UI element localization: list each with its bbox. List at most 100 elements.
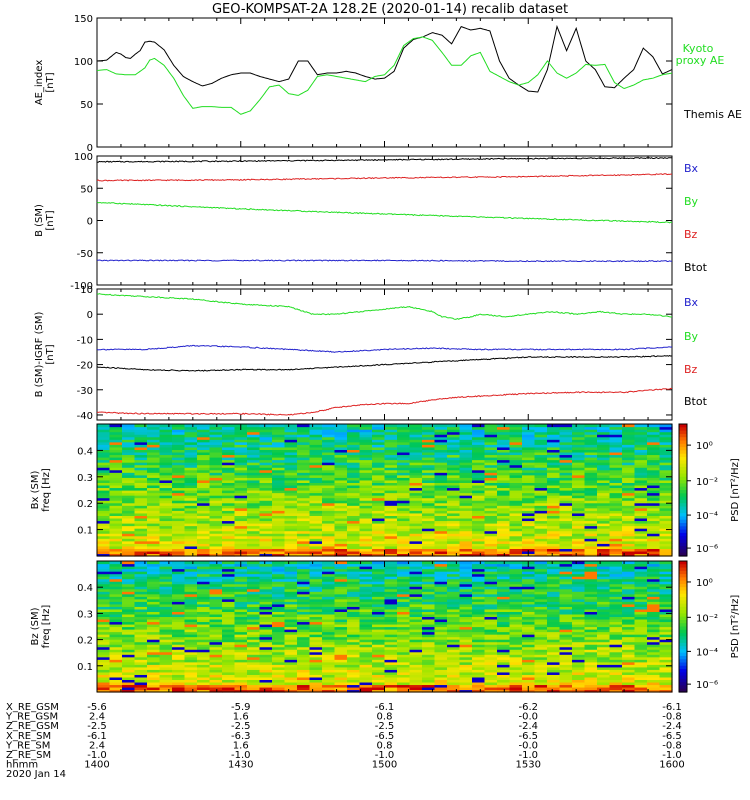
spectrogram-cell	[259, 641, 273, 645]
spectrogram-cell	[247, 581, 261, 585]
spectrogram-cell	[97, 664, 111, 668]
spectrogram-cell	[547, 669, 561, 673]
spectrogram-cell	[497, 631, 511, 635]
spectrogram-cell	[122, 601, 136, 605]
spectrogram-cell	[172, 426, 186, 430]
spectrogram-cell	[659, 495, 673, 499]
spectrogram-cell	[522, 666, 536, 670]
spectrogram-cell	[609, 588, 623, 592]
spectrogram-cell	[284, 586, 298, 590]
series-line-by	[96, 293, 673, 320]
spectrogram-cell	[222, 689, 236, 693]
spectrogram-cell	[547, 676, 561, 680]
spectrogram-cell	[484, 545, 498, 549]
spectrogram-cell	[634, 666, 648, 670]
spectrogram-cell	[147, 490, 161, 494]
spectrogram-cell	[547, 659, 561, 663]
spectrogram-cell	[534, 608, 548, 612]
spectrogram-cell	[584, 598, 598, 602]
spectrogram-cell	[597, 477, 611, 481]
spectrogram-cell	[359, 669, 373, 673]
spectrogram-cell	[147, 545, 161, 549]
spectrogram-cell	[297, 545, 311, 549]
y-tick-label: 50	[80, 184, 93, 195]
spectrogram-cell	[597, 500, 611, 504]
spectrogram-cell	[397, 474, 411, 478]
spectrogram-cell	[384, 507, 398, 511]
spectrogram-cell	[284, 566, 298, 570]
spectrogram-cell	[559, 571, 573, 575]
spectrogram-cell	[397, 512, 411, 516]
spectrogram-cell	[259, 487, 273, 491]
spectrogram-cell	[184, 636, 198, 640]
spectrogram-cell	[572, 477, 586, 481]
spectrogram-cell	[397, 439, 411, 443]
spectrogram-cell	[647, 477, 661, 481]
spectrogram-cell	[422, 684, 436, 688]
spectrogram-cell	[559, 566, 573, 570]
spectrogram-cell	[422, 520, 436, 524]
spectrogram-cell	[359, 618, 373, 623]
spectrogram-cell	[222, 684, 236, 688]
spectrogram-cell	[409, 644, 423, 648]
spectrogram-cell	[159, 457, 173, 461]
spectrogram-cell	[272, 512, 286, 516]
spectrogram-cell	[397, 676, 411, 680]
spectrogram-cell	[559, 490, 573, 494]
spectrogram-cell	[534, 573, 548, 577]
spectrogram-cell	[559, 629, 573, 633]
spectrogram-cell	[597, 502, 611, 506]
spectrogram-cell	[384, 454, 398, 458]
spectrogram-cell	[384, 601, 398, 605]
spectrogram-cell	[359, 510, 373, 514]
spectrogram-cell	[572, 566, 586, 570]
spectrogram-cell	[609, 598, 623, 602]
spectrogram-cell	[622, 449, 636, 453]
spectrogram-cell	[497, 472, 511, 476]
spectrogram-cell	[234, 576, 248, 580]
spectrogram-cell	[447, 603, 461, 607]
spectrogram-cell	[572, 424, 586, 428]
spectrogram-cell	[372, 679, 386, 683]
spectrogram-cell	[122, 616, 136, 620]
spectrogram-cell	[359, 571, 373, 575]
spectrogram-cell	[522, 487, 536, 491]
spectrogram-cell	[172, 528, 186, 532]
spectrogram-cell	[359, 649, 373, 653]
spectrogram-cell	[547, 424, 561, 428]
spectrogram-cell	[447, 449, 461, 453]
spectrogram-cell	[372, 464, 386, 468]
spectrogram-cell	[534, 561, 548, 565]
spectrogram-cell	[347, 674, 361, 678]
spectrogram-cell	[372, 495, 386, 499]
spectrogram-cell	[197, 586, 211, 590]
spectrogram-cell	[334, 505, 348, 509]
spectrogram-cell	[572, 621, 586, 625]
spectrogram-cell	[259, 490, 273, 494]
spectrogram-cell	[434, 454, 448, 458]
spectrogram-cell	[509, 636, 523, 640]
spectrogram-cell	[309, 434, 323, 438]
spectrogram-cell	[147, 492, 161, 496]
spectrogram-cell	[597, 449, 611, 453]
spectrogram-cell	[559, 666, 573, 670]
spectrogram-cell	[522, 454, 536, 458]
spectrogram-cell	[197, 636, 211, 640]
spectrogram-cell	[484, 679, 498, 683]
spectrogram-cell	[347, 528, 361, 532]
spectrogram-cell	[584, 623, 598, 628]
spectrogram-cell	[247, 520, 261, 524]
spectrogram-cell	[522, 530, 536, 534]
spectrogram-cell	[297, 469, 311, 473]
spectrogram-cell	[122, 477, 136, 481]
spectrogram-cell	[172, 613, 186, 618]
spectrogram-cell	[572, 467, 586, 471]
spectrogram-cell	[597, 586, 611, 590]
spectrogram-cell	[484, 603, 498, 607]
spectrogram-cell	[497, 636, 511, 640]
spectrogram-cell	[534, 517, 548, 522]
spectrogram-cell	[472, 467, 486, 471]
spectrogram-cell	[597, 651, 611, 655]
panel-frame	[96, 288, 673, 421]
spectrogram-cell	[584, 462, 598, 466]
